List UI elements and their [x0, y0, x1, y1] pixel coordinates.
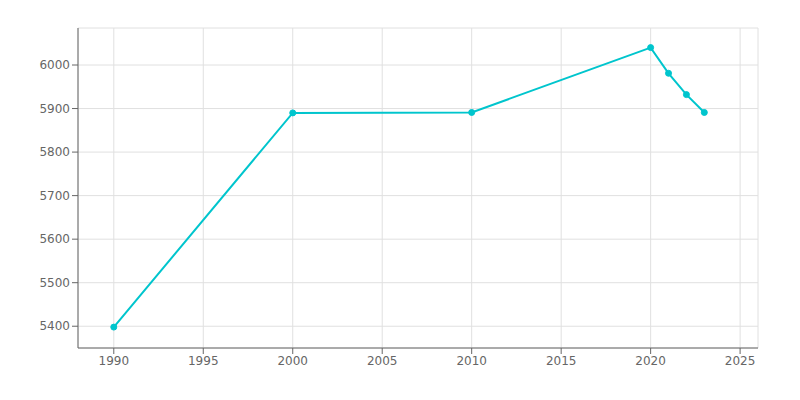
svg-text:2010: 2010 — [456, 354, 487, 368]
svg-text:2020: 2020 — [635, 354, 666, 368]
svg-text:5900: 5900 — [39, 102, 70, 116]
svg-text:5600: 5600 — [39, 232, 70, 246]
svg-text:1995: 1995 — [188, 354, 219, 368]
svg-text:2000: 2000 — [277, 354, 308, 368]
svg-text:2005: 2005 — [367, 354, 398, 368]
svg-text:5800: 5800 — [39, 145, 70, 159]
svg-text:2015: 2015 — [546, 354, 577, 368]
svg-text:2025: 2025 — [725, 354, 756, 368]
svg-text:1990: 1990 — [99, 354, 130, 368]
svg-text:5700: 5700 — [39, 189, 70, 203]
svg-text:5400: 5400 — [39, 319, 70, 333]
svg-text:6000: 6000 — [39, 58, 70, 72]
svg-text:5500: 5500 — [39, 276, 70, 290]
